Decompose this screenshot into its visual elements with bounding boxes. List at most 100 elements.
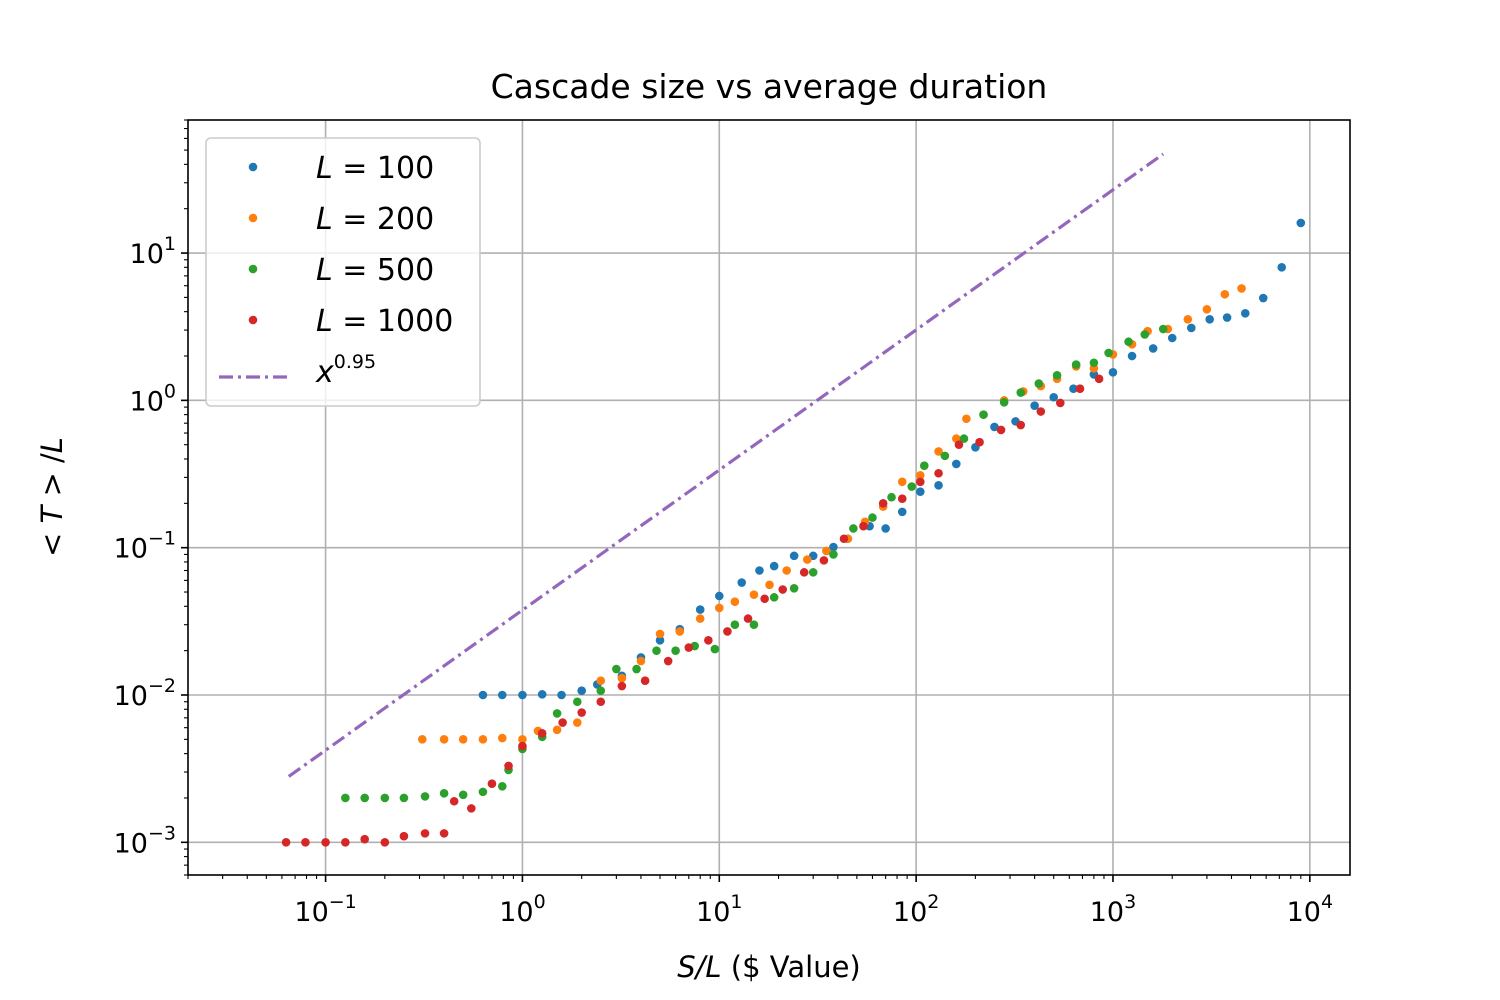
data-point xyxy=(573,718,582,727)
data-point xyxy=(1158,324,1168,334)
data-point xyxy=(1277,263,1287,272)
data-point xyxy=(596,686,606,695)
data-point xyxy=(704,636,713,645)
data-point xyxy=(749,590,759,599)
data-point xyxy=(518,690,527,700)
legend-item: L = 1000 xyxy=(248,304,453,339)
x-tick-label: 103 xyxy=(1090,891,1136,928)
data-point xyxy=(518,741,527,751)
data-point xyxy=(380,793,390,803)
x-axis-label: S/L ($ Value) xyxy=(677,950,861,984)
y-axis-label: < T > /L xyxy=(35,437,69,557)
data-point xyxy=(596,697,606,707)
data-point xyxy=(859,521,868,531)
data-point xyxy=(478,735,488,744)
data-point xyxy=(1089,358,1099,368)
series-4 xyxy=(281,374,1104,847)
y-tick-labels: 10−3 10−2 10−1 100 101 xyxy=(114,233,176,859)
x-tick-label: 101 xyxy=(696,891,742,928)
data-point xyxy=(730,597,740,606)
data-point xyxy=(558,718,567,727)
data-point xyxy=(1127,351,1137,361)
data-point xyxy=(962,414,971,424)
data-point xyxy=(1237,284,1246,293)
data-point xyxy=(1240,308,1250,318)
data-point xyxy=(915,487,925,496)
data-point xyxy=(663,656,673,666)
legend-label: L = 100 xyxy=(316,151,434,186)
legend-marker xyxy=(248,213,258,223)
data-point xyxy=(881,524,890,533)
data-point xyxy=(714,603,724,613)
data-point xyxy=(907,482,917,491)
data-point xyxy=(1030,401,1039,410)
y-tick-label: 10−2 xyxy=(114,675,176,712)
data-point xyxy=(675,627,685,636)
series-1 xyxy=(478,218,1306,700)
x-tick-label: 10−1 xyxy=(294,891,356,928)
data-point xyxy=(577,708,586,717)
data-point xyxy=(449,796,459,806)
data-point xyxy=(1104,348,1113,358)
data-point xyxy=(819,556,829,565)
data-point xyxy=(849,524,858,533)
series-5 xyxy=(287,152,1165,778)
data-point xyxy=(934,481,943,490)
data-point xyxy=(537,728,547,738)
data-point xyxy=(399,793,409,803)
data-point xyxy=(799,568,809,577)
data-point xyxy=(934,447,943,456)
data-point xyxy=(1034,379,1044,388)
data-point xyxy=(755,566,764,575)
legend: L = 100 L = 200 L = 500 L = 1000 x0.95 xyxy=(205,137,481,407)
data-point xyxy=(301,838,310,847)
data-point xyxy=(919,461,929,471)
data-point xyxy=(281,838,291,847)
data-point xyxy=(418,735,427,744)
data-point xyxy=(782,566,791,575)
data-point xyxy=(458,735,468,744)
y-tick-label: 100 xyxy=(130,380,176,417)
data-point xyxy=(557,690,566,700)
data-point xyxy=(1069,384,1078,393)
data-point xyxy=(439,735,449,744)
data-point xyxy=(878,499,888,508)
data-point xyxy=(655,629,665,639)
x-tick-label: 102 xyxy=(893,891,939,928)
y-tick-label: 10−1 xyxy=(114,528,176,565)
legend-item: x0.95 xyxy=(219,351,376,390)
data-point xyxy=(655,636,665,645)
data-point xyxy=(1296,218,1306,228)
data-point xyxy=(714,591,724,601)
data-point xyxy=(321,838,330,847)
data-point xyxy=(380,838,390,847)
data-point xyxy=(467,804,476,813)
data-point xyxy=(723,627,732,636)
data-point xyxy=(617,673,627,683)
data-point xyxy=(617,681,627,691)
data-point xyxy=(596,676,606,686)
data-point xyxy=(360,834,369,844)
data-point xyxy=(789,551,799,561)
data-point xyxy=(504,761,513,771)
data-point xyxy=(487,779,497,788)
data-point xyxy=(439,829,449,838)
series-layer xyxy=(281,152,1306,847)
data-point xyxy=(934,468,943,478)
data-point xyxy=(915,477,925,487)
data-point xyxy=(952,459,961,469)
data-point xyxy=(632,664,641,674)
data-point xyxy=(636,656,646,666)
data-point xyxy=(671,646,680,655)
data-point xyxy=(1016,420,1026,430)
data-point xyxy=(684,643,694,652)
data-point xyxy=(769,593,779,602)
data-point xyxy=(478,787,488,797)
data-point xyxy=(1055,398,1065,408)
legend-label: L = 1000 xyxy=(316,304,453,339)
data-point xyxy=(954,440,964,450)
data-point xyxy=(778,585,788,594)
data-point xyxy=(999,398,1009,407)
data-point xyxy=(769,561,779,571)
